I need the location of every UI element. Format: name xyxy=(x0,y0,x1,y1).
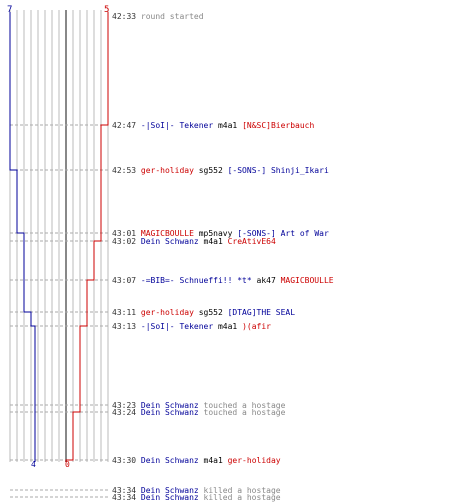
event-row: 43:13 -|SoI|- Tekener m4a1 )(afir xyxy=(112,322,271,331)
event-row: 43:01 MAGICBOULLE mp5navy [-SONS-] Art o… xyxy=(112,229,329,238)
event-text: [-SONS-] Shinji_Ikari xyxy=(227,166,329,175)
event-text: touched a hostage xyxy=(198,408,286,417)
event-row: 43:02 Dein Schwanz m4a1 CreAtivE64 xyxy=(112,237,276,246)
event-row: 43:34 Dein Schwanz killed a hostage xyxy=(112,493,281,502)
event-text: -|SoI|- Tekener xyxy=(140,322,214,331)
event-text: m4a1 xyxy=(198,237,228,246)
red-team-end-count: 0 xyxy=(65,460,70,469)
event-time: 43:02 xyxy=(112,237,141,246)
blue-team-end-count: 4 xyxy=(31,460,36,469)
event-text: m4a1 xyxy=(213,322,243,331)
event-time: 42:33 xyxy=(112,12,141,21)
event-row: 43:11 ger-holiday sg552 [DTAG]THE SEAL xyxy=(112,308,295,317)
event-text: sg552 xyxy=(193,166,228,175)
event-text: [N&SC]Bierbauch xyxy=(242,121,315,130)
event-text: )(afir xyxy=(242,322,271,331)
blue-team-line xyxy=(9,12,36,462)
event-text: ger-holiday xyxy=(140,166,194,175)
event-text: Dein Schwanz xyxy=(140,237,199,246)
event-row: 43:07 -=BIB=- Schnueffi!! *t* ak47 MAGIC… xyxy=(112,276,334,285)
event-time: 43:34 xyxy=(112,486,141,495)
blue-team-start-count: 7 xyxy=(7,5,13,15)
event-row: 42:53 ger-holiday sg552 [-SONS-] Shinji_… xyxy=(112,166,329,175)
event-row: 43:23 Dein Schwanz touched a hostage xyxy=(112,401,285,410)
event-text: [-SONS-] Art of War xyxy=(237,229,329,238)
event-time: 42:53 xyxy=(112,166,141,175)
event-text: mp5navy xyxy=(193,229,238,238)
event-text: [DTAG]THE SEAL xyxy=(227,308,296,317)
event-text: MAGICBOULLE xyxy=(280,276,334,285)
event-time: 43:24 xyxy=(112,408,141,417)
event-text: killed a hostage xyxy=(198,486,281,495)
red-team-line xyxy=(65,12,109,462)
event-text: MAGICBOULLE xyxy=(140,229,194,238)
event-row: 43:34 Dein Schwanz killed a hostage xyxy=(112,486,281,495)
event-time: 43:13 xyxy=(112,322,141,331)
event-text: m4a1 xyxy=(198,456,228,465)
event-text: -=BIB=- Schnueffi!! *t* xyxy=(140,276,252,285)
event-text: Dein Schwanz xyxy=(140,401,199,410)
event-text: m4a1 xyxy=(213,121,243,130)
event-text: ak47 xyxy=(251,276,281,285)
event-text: Dein Schwanz xyxy=(140,493,199,502)
event-text: killed a hostage xyxy=(198,493,281,502)
event-text: CreAtivE64 xyxy=(227,237,276,246)
event-text: touched a hostage xyxy=(198,401,286,410)
event-row: 43:24 Dein Schwanz touched a hostage xyxy=(112,408,285,417)
event-time: 42:47 xyxy=(112,121,141,130)
event-text: ger-holiday xyxy=(227,456,281,465)
event-text: Dein Schwanz xyxy=(140,456,199,465)
event-time: 43:23 xyxy=(112,401,141,410)
event-time: 43:34 xyxy=(112,493,141,502)
event-time: 43:01 xyxy=(112,229,141,238)
event-text: ger-holiday xyxy=(140,308,194,317)
event-row: 42:47 -|SoI|- Tekener m4a1 [N&SC]Bierbau… xyxy=(112,121,314,130)
event-text: -|SoI|- Tekener xyxy=(140,121,214,130)
event-text: round started xyxy=(140,12,204,21)
event-time: 43:30 xyxy=(112,456,141,465)
event-row: 43:30 Dein Schwanz m4a1 ger-holiday xyxy=(112,456,281,465)
event-time: 43:11 xyxy=(112,308,141,317)
event-text: sg552 xyxy=(193,308,228,317)
event-time: 43:07 xyxy=(112,276,141,285)
event-text: Dein Schwanz xyxy=(140,408,199,417)
event-text: Dein Schwanz xyxy=(140,486,199,495)
event-row: 42:33 round started xyxy=(112,12,204,21)
red-team-start-count: 5 xyxy=(104,5,110,15)
